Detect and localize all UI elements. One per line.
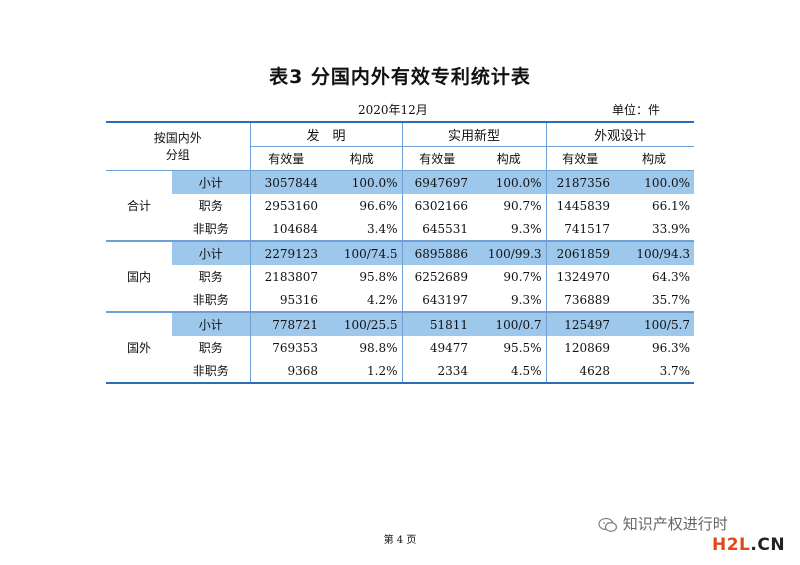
group-name: 国内 [106,240,172,312]
sub-header-count: 有效量 [401,146,473,171]
sub-header-ratio: 构成 [614,146,695,171]
report-date: 2020年12月 [358,103,428,117]
h2l-logo: H2L.CN [712,535,785,555]
wechat-icon [598,517,618,533]
utility-count: 2334 [401,359,473,383]
group-name: 合计 [126,199,151,213]
utility-ratio: 9.3% [511,221,542,236]
table-row: 职务 769353 98.8% 49477 95.5% 120869 96.3% [106,336,694,359]
row-label: 职务 [198,270,223,284]
row-label: 职务 [198,199,223,213]
invention-count: 2183807 [249,265,323,288]
row-label: 非职务 [192,222,229,236]
design-ratio: 66.1% [651,198,691,213]
table-row: 非职务 95316 4.2% 643197 9.3% 736889 35.7% [106,288,694,312]
utility-count: 643197 [401,288,473,312]
utility-count: 6252689 [401,265,473,288]
design-count: 125497 [545,311,615,336]
table-row: 合计 小计 3057844 100.0% 6947697 100.0% 2187356 100… [106,170,695,213]
invention-ratio: 98.8% [359,340,398,355]
utility-ratio: 95.5% [503,340,542,355]
utility-count: 6302166 [401,194,473,217]
sub-header-ratio: 构成 [322,146,403,171]
invention-ratio: 100/25.5 [322,311,403,336]
design-ratio: 33.9% [651,221,691,236]
utility-count: 645531 [401,217,473,241]
utility-count: 6895886 [401,240,473,265]
invention-ratio: 1.2% [367,363,398,378]
invention-count: 3057844 [249,170,323,194]
design-ratio: 64.3% [651,269,691,284]
unit-label: 单位：件 [612,103,661,117]
invention-count: 2953160 [249,194,323,217]
invention-count: 769353 [249,336,323,359]
invention-ratio: 100.0% [322,170,403,194]
group-name: 国外 [106,311,172,383]
sub-header-count: 有效量 [249,146,323,171]
invention-ratio: 3.4% [367,221,398,236]
utility-ratio: 4.5% [511,363,542,378]
utility-ratio: 90.7% [503,269,542,284]
design-ratio: 100.0% [614,170,695,194]
logo-cn: .CN [750,535,786,555]
invention-count: 9368 [249,359,323,383]
table-row: 国外 小计 778721 100/25.5 51811 100/0.7 125497 100/… [106,311,695,383]
group-header: 按国内外 分组 [106,122,251,171]
design-count: 736889 [545,288,615,312]
row-label: 小计 [172,240,251,265]
utility-count: 51811 [401,311,473,336]
utility-ratio: 90.7% [503,198,542,213]
table-row: 职务 2183807 95.8% 6252689 90.7% 1324970 64.3% [106,265,694,288]
table-row: 非职务 9368 1.2% 2334 4.5% 4628 3.7% [106,359,695,383]
row-label: 小计 [172,170,251,194]
invention-ratio: 95.8% [359,269,398,284]
utility-ratio: 100/0.7 [472,311,547,336]
utility-model-header: 实用新型 [401,122,547,147]
table-row: 国内 小计 2279123 100/74.5 6895886 100/99.3 206185… [106,240,695,312]
design-count: 2187356 [545,170,615,194]
table-row: 职务 2953160 96.6% 6302166 90.7% 1445839 66.1% [106,194,694,217]
sub-header-ratio: 构成 [472,146,547,171]
utility-ratio: 100.0% [472,170,547,194]
design-count: 741517 [545,217,615,241]
table-title: 表3 分国内外有效专利统计表 [269,66,531,88]
design-count: 120869 [545,336,615,359]
utility-count: 49477 [401,336,473,359]
row-label: 非职务 [192,293,229,307]
design-count: 4628 [545,359,615,383]
logo-h2l: H2L [712,535,751,555]
row-label: 小计 [172,311,251,336]
sub-header-count: 有效量 [545,146,615,171]
design-count: 1445839 [545,194,615,217]
group-header-line2: 分组 [165,147,190,162]
invention-header: 发 明 [249,122,403,147]
design-count: 2061859 [545,240,615,265]
watermark: 知识产权进行时 [598,513,778,537]
row-label: 职务 [198,341,223,355]
invention-count: 778721 [249,311,323,336]
group-header-line1: 按国内外 [153,130,202,145]
design-ratio: 3.7% [659,363,691,378]
invention-ratio: 96.6% [359,198,398,213]
invention-count: 95316 [249,288,323,312]
design-header: 外观设计 [545,122,695,147]
utility-count: 6947697 [401,170,473,194]
design-ratio: 96.3% [651,340,691,355]
invention-ratio: 4.2% [367,292,398,307]
invention-ratio: 100/74.5 [322,240,403,265]
invention-count: 2279123 [249,240,323,265]
design-count: 1324970 [545,265,615,288]
watermark-text: 知识产权进行时 [622,515,728,533]
row-label: 非职务 [192,364,229,378]
design-ratio: 35.7% [651,292,691,307]
design-ratio: 100/5.7 [614,311,695,336]
design-ratio: 100/94.3 [614,240,695,265]
invention-count: 104684 [249,217,323,241]
table-row: 非职务 104684 3.4% 645531 9.3% 741517 33.9% [106,217,694,241]
utility-ratio: 9.3% [511,292,542,307]
page-number: 第 4 页 [383,535,417,546]
patent-statistics-table: 按国内外 分组 发 明 实用新型 外观设计 有效量 构成 有效量 构成 有效量 … [106,121,695,384]
utility-ratio: 100/99.3 [472,240,547,265]
